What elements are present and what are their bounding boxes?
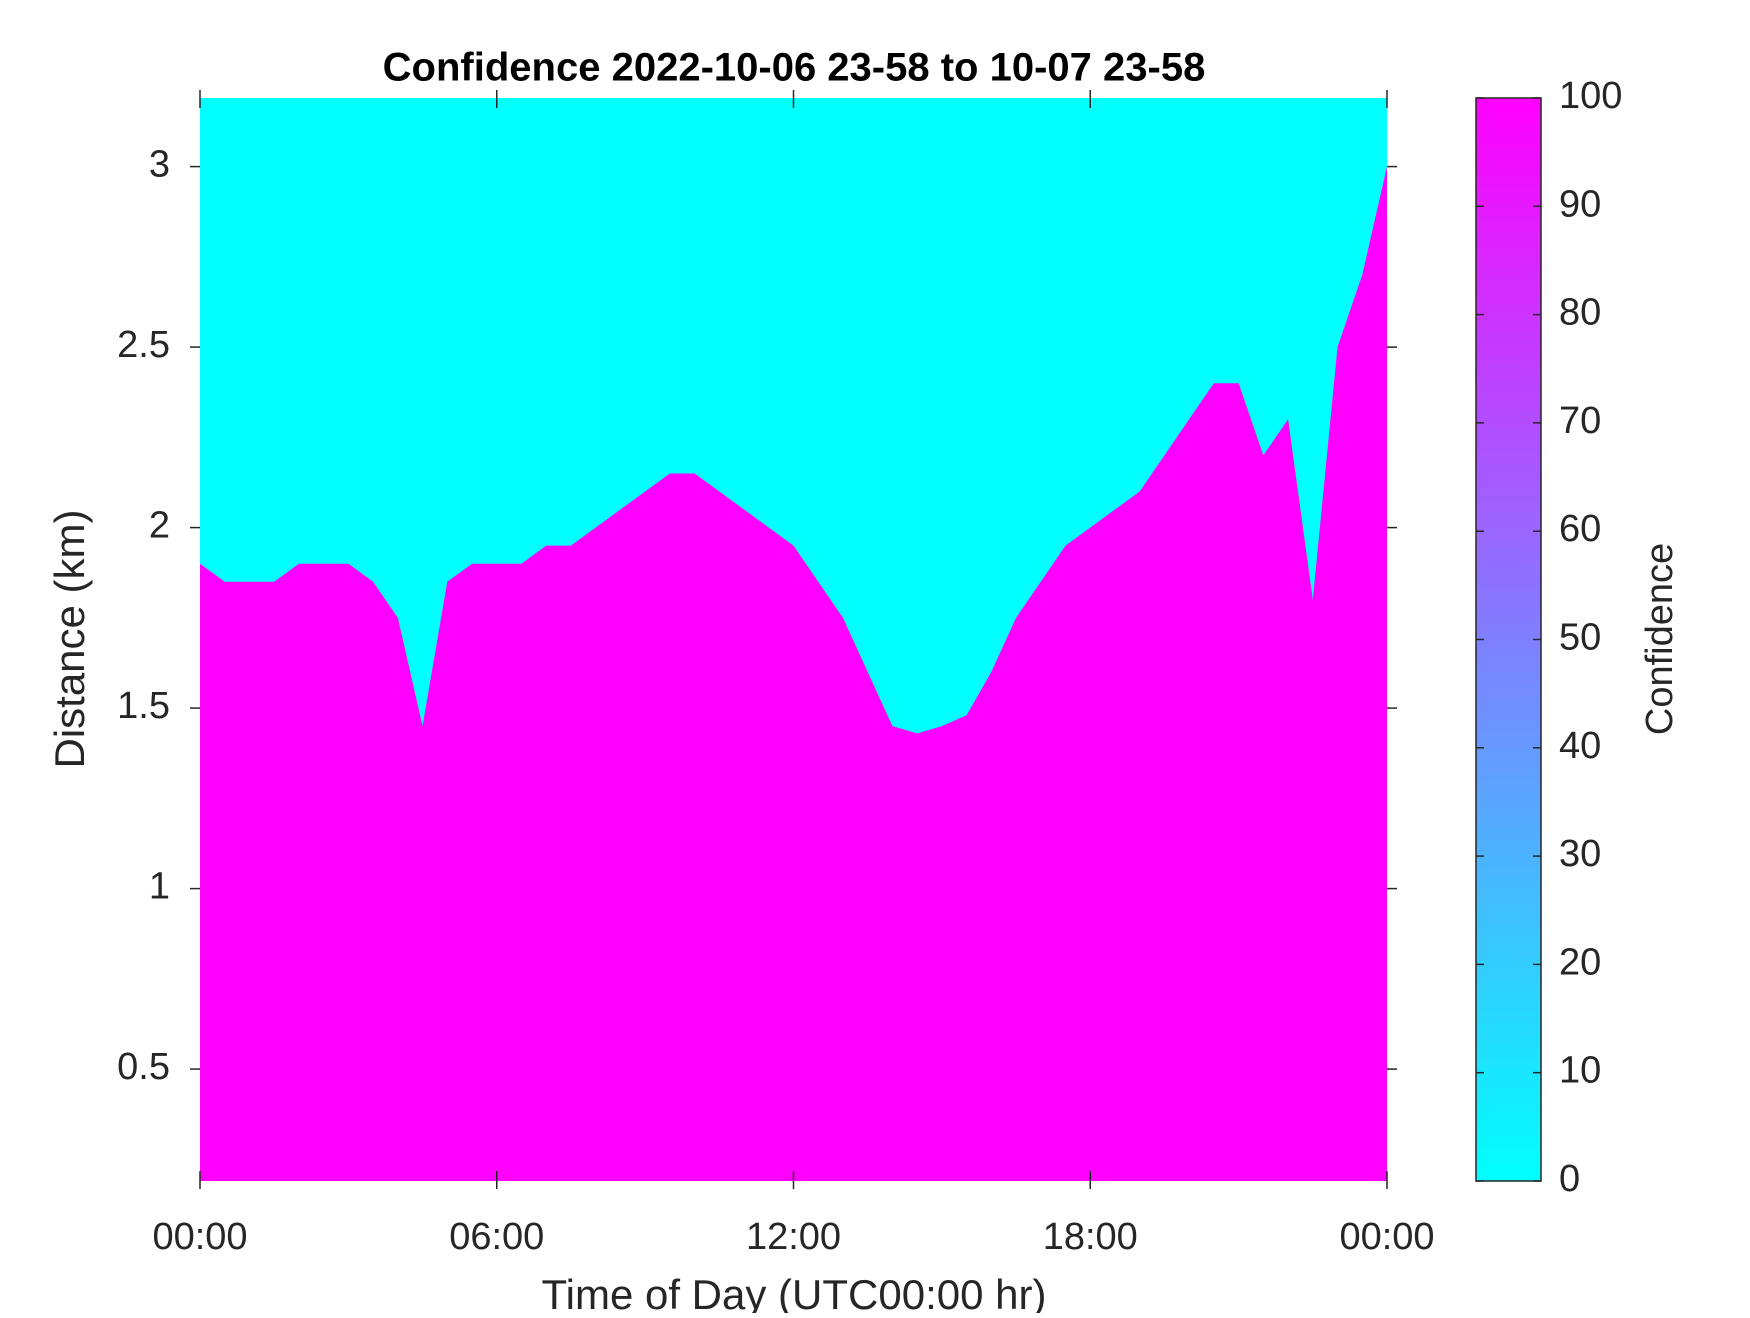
y-tick-label: 2.5: [117, 324, 170, 366]
y-tick-label: 3: [149, 144, 170, 186]
x-tick-label: 06:00: [449, 1216, 544, 1258]
y-tick-label: 2: [149, 505, 170, 547]
y-tick-label: 1.5: [117, 685, 170, 727]
colorbar-tick-label: 100: [1559, 75, 1622, 117]
colorbar-tick-label: 90: [1559, 183, 1601, 225]
y-tick-label: 0.5: [117, 1046, 170, 1088]
colorbar-tick-label: 60: [1559, 508, 1601, 550]
colorbar-tick-label: 40: [1559, 725, 1601, 767]
colorbar-tick-label: 80: [1559, 292, 1601, 334]
colorbar-tick-label: 70: [1559, 400, 1601, 442]
colorbar-tick-label: 20: [1559, 941, 1601, 983]
x-tick-label: 00:00: [152, 1216, 247, 1258]
x-tick-label: 12:00: [746, 1216, 841, 1258]
x-axis-label: Time of Day (UTC00:00 hr): [542, 1271, 1047, 1313]
colorbar: [1475, 97, 1542, 1182]
colorbar-tick-label: 0: [1559, 1158, 1580, 1200]
colorbar-tick-label: 50: [1559, 617, 1601, 659]
colorbar-label: Confidence: [1639, 543, 1681, 735]
colorbar-tick-label: 10: [1559, 1050, 1601, 1092]
colorbar-tick-label: 30: [1559, 833, 1601, 875]
chart-title: Confidence 2022-10-06 23-58 to 10-07 23-…: [383, 46, 1206, 90]
y-axis-label: Distance (km): [46, 509, 93, 768]
heatmap-below: [200, 166, 1387, 1182]
y-tick-label: 1: [149, 866, 170, 908]
x-tick-label: 18:00: [1043, 1216, 1138, 1258]
x-tick-label: 00:00: [1339, 1216, 1434, 1258]
